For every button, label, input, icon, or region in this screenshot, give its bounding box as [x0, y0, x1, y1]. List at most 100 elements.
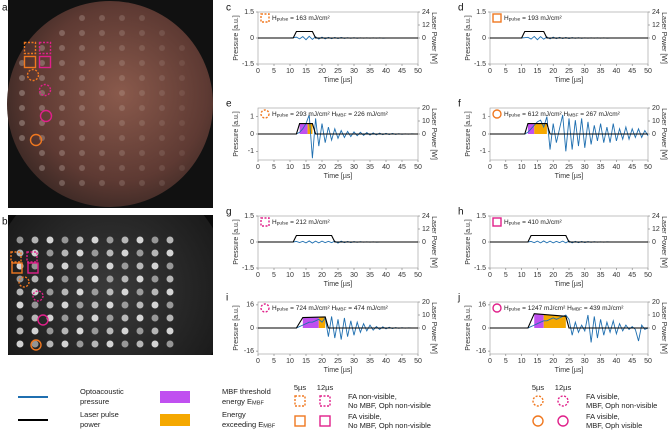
spot [76, 275, 84, 283]
spot [79, 135, 85, 141]
spot [16, 340, 24, 348]
x-axis-label: Time [µs] [324, 281, 353, 288]
x-tick-label: 15 [302, 164, 310, 171]
text-part: MBF [572, 307, 582, 313]
y-tick-label: 0 [482, 35, 486, 42]
spot [76, 340, 84, 348]
legend-text: No MBF, Oph non-visible [348, 401, 431, 410]
spot [151, 314, 159, 322]
text-part: FA visible, [348, 412, 382, 421]
spot [179, 165, 185, 171]
spot [99, 165, 105, 171]
duration-label: 5µs [532, 383, 544, 392]
pressure-line [490, 114, 649, 152]
text-part: H [504, 111, 509, 118]
spot [61, 275, 69, 283]
spot [151, 340, 159, 348]
photo-marker [26, 251, 38, 263]
spot [106, 340, 114, 348]
x-tick-label: 20 [318, 164, 326, 171]
spot [119, 180, 125, 186]
x-tick-label: 0 [488, 68, 492, 75]
y2-axis-label: Laser Power [W] [430, 302, 437, 354]
annotation: Hpulse = 410 mJ/cm² [504, 219, 563, 227]
spot [166, 314, 174, 322]
spot [19, 120, 25, 126]
text-part: H [272, 219, 277, 226]
x-tick-label: 50 [414, 68, 422, 75]
x-tick-label: 45 [628, 272, 636, 279]
spot [19, 75, 25, 81]
spot [79, 90, 85, 96]
x-tick-label: 5 [504, 272, 508, 279]
spot [179, 120, 185, 126]
x-tick-label: 10 [286, 68, 294, 75]
y-tick-label: -1 [480, 148, 486, 155]
spot [19, 60, 25, 66]
spot [151, 236, 159, 244]
x-tick-label: 5 [504, 164, 508, 171]
spot [166, 340, 174, 348]
y-tick-label: -16 [476, 348, 486, 355]
text-part: pulse [509, 307, 521, 313]
spot [76, 288, 84, 296]
legend-text: MBF, Oph visible [586, 421, 642, 430]
spot [139, 15, 145, 21]
x-tick-label: 50 [414, 164, 422, 171]
x-tick-label: 20 [549, 272, 557, 279]
x-tick-label: 5 [272, 358, 276, 365]
panel-label: a [2, 3, 8, 14]
spot [91, 340, 99, 348]
spot [121, 288, 129, 296]
x-tick-label: 45 [398, 358, 406, 365]
spot [19, 90, 25, 96]
legend-marker [557, 415, 569, 427]
legend-text: pressure [80, 397, 109, 406]
legend-text: Optoacoustic [80, 387, 124, 396]
panel-marker [492, 217, 502, 227]
y-tick-label: 1.5 [244, 9, 254, 16]
y-tick-label: 0 [250, 131, 254, 138]
legend-marker [319, 395, 331, 407]
y-tick-label: 0 [250, 35, 254, 42]
text-part: No MBF, Oph non-visible [348, 421, 431, 430]
spot [76, 327, 84, 335]
spot [166, 262, 174, 270]
x-tick-label: 15 [534, 272, 542, 279]
spot [159, 120, 165, 126]
x-axis-label: Time [µs] [324, 77, 353, 84]
spot [139, 180, 145, 186]
spot [166, 327, 174, 335]
spot [79, 150, 85, 156]
spot [19, 105, 25, 111]
y-axis-label: Pressure [a.u.] [465, 111, 472, 157]
text-part: pulse [277, 17, 289, 23]
text-part: pulse [509, 17, 521, 23]
photo-marker [23, 41, 37, 55]
x-tick-label: 15 [302, 272, 310, 279]
spot [151, 301, 159, 309]
pressure-line [490, 314, 649, 343]
x-tick-label: 35 [597, 358, 605, 365]
spot [99, 135, 105, 141]
y-tick-label: -16 [244, 348, 254, 355]
y-axis-label: Pressure [a.u.] [465, 219, 472, 265]
text-part: pulse [509, 221, 521, 227]
laser-line [490, 30, 648, 39]
y2-tick-label: 0 [422, 325, 426, 332]
y2-tick-label: 20 [422, 105, 430, 112]
energy-area [299, 123, 308, 134]
panel-label: j [457, 293, 460, 304]
spot [61, 301, 69, 309]
spot [16, 249, 24, 257]
x-tick-label: 0 [256, 358, 260, 365]
spot [106, 288, 114, 296]
text-part: FA visible, [586, 412, 620, 421]
spot [99, 45, 105, 51]
spot [139, 90, 145, 96]
x-tick-label: 20 [318, 272, 326, 279]
spot [59, 45, 65, 51]
spot [121, 327, 129, 335]
photo-b [8, 215, 213, 355]
photo-marker [39, 109, 53, 123]
